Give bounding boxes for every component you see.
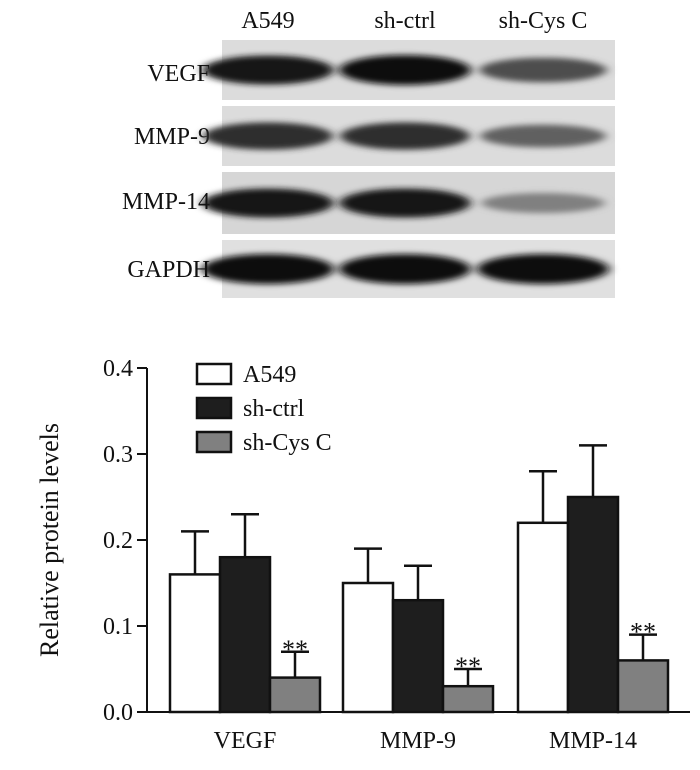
blot-bands	[203, 122, 606, 150]
blot-row-label: MMP-9	[134, 124, 210, 150]
bar	[168, 573, 222, 714]
legend-label: sh-Cys C	[243, 430, 332, 456]
blot-band	[479, 57, 607, 83]
y-tick-label: 0.4	[103, 356, 133, 382]
bar	[516, 521, 570, 714]
blot-row-gapdh: GAPDH	[127, 240, 615, 298]
blot-band	[480, 124, 606, 148]
y-tick-label: 0.3	[103, 442, 133, 468]
x-tick-label: VEGF	[214, 728, 277, 754]
blot-band	[202, 254, 334, 284]
lane-header: sh-Cys C	[499, 8, 588, 34]
blot-row-label: VEGF	[147, 61, 210, 87]
y-tick-label: 0.2	[103, 528, 133, 554]
blot-band	[340, 122, 470, 150]
blot-bands	[202, 55, 607, 85]
significance-label: **	[282, 635, 308, 664]
blot-band	[339, 254, 471, 284]
blot-band	[477, 254, 609, 284]
legend-swatch	[195, 362, 233, 386]
blot-row-mmp14: MMP-14	[122, 172, 615, 234]
y-axis-label: Relative protein levels	[35, 423, 64, 657]
bar	[341, 581, 395, 714]
legend-label: A549	[243, 362, 296, 388]
legend-swatch	[195, 430, 233, 454]
legend: A549 sh-ctrl sh-Cys C	[195, 362, 332, 456]
blot-row-mmp9: MMP-9	[134, 106, 615, 166]
bar	[218, 555, 272, 714]
blot-band	[339, 55, 471, 85]
x-tick-label: MMP-14	[549, 728, 637, 754]
lane-header: A549	[241, 8, 294, 34]
blot-bands	[202, 188, 605, 218]
blot-band	[481, 192, 605, 214]
blot-row-label: GAPDH	[127, 257, 210, 283]
blot-lane-headers: A549 sh-ctrl sh-Cys C	[241, 8, 587, 34]
significance-label: **	[455, 652, 481, 681]
lane-header: sh-ctrl	[374, 8, 436, 34]
legend-label: sh-ctrl	[243, 396, 305, 422]
bar	[268, 676, 322, 714]
western-blot: A549 sh-ctrl sh-Cys C VEGF MMP-9 MMP-14 …	[122, 8, 615, 298]
blot-bands	[202, 254, 609, 284]
blot-band	[203, 122, 333, 150]
significance-label: **	[630, 618, 656, 647]
bar-chart: Relative protein levels 0.0 0.1 0.2 0.3 0.4 V…	[35, 356, 690, 754]
legend-swatch	[195, 396, 233, 420]
y-tick-label: 0.1	[103, 614, 133, 640]
bar	[391, 598, 445, 714]
blot-band	[339, 188, 471, 218]
blot-row-label: MMP-14	[122, 189, 210, 215]
bar	[566, 495, 620, 714]
blot-band	[202, 55, 334, 85]
bar	[616, 659, 670, 714]
x-tick-label: MMP-9	[380, 728, 456, 754]
blot-band	[202, 188, 334, 218]
bar	[441, 684, 495, 714]
plot-area: 0.0 0.1 0.2 0.3 0.4 VEGF MMP-9 MMP-14 ** ** **	[103, 356, 690, 754]
blot-row-vegf: VEGF	[147, 40, 615, 100]
y-tick-label: 0.0	[103, 700, 133, 726]
